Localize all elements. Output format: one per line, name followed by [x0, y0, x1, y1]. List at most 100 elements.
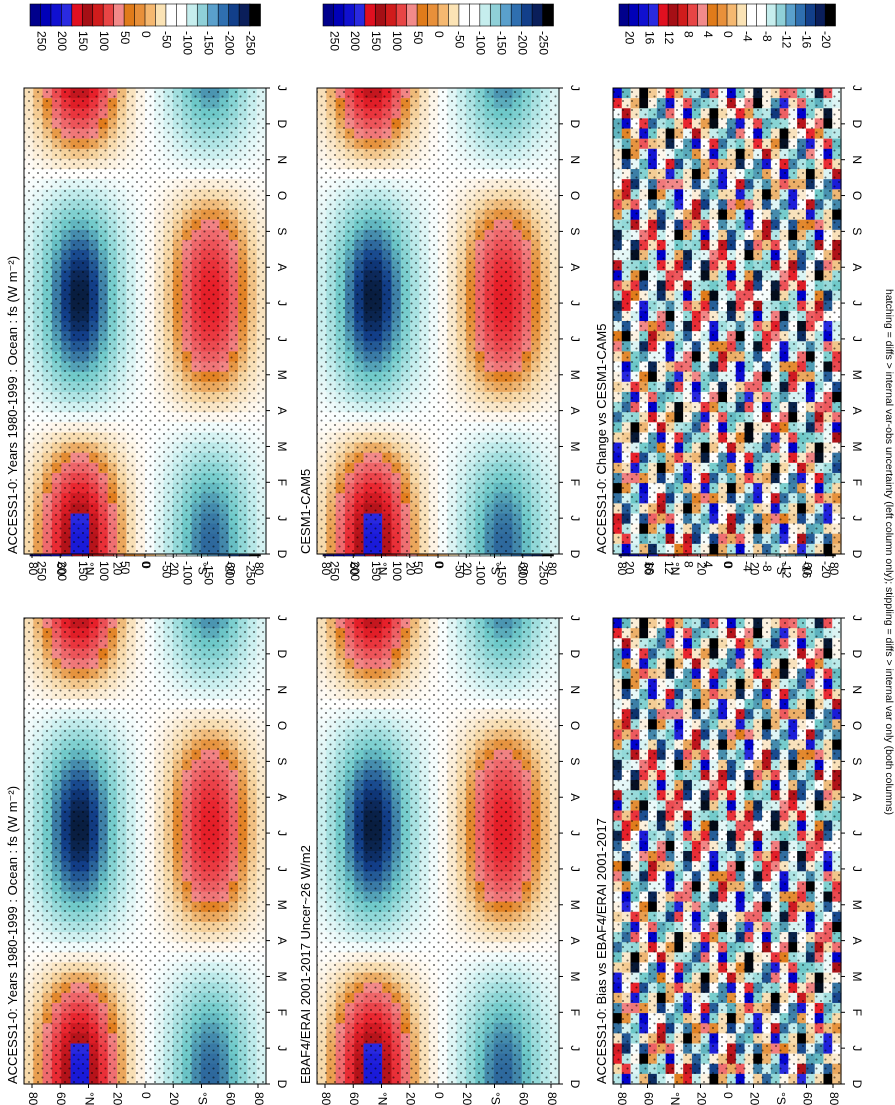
- lat-tick-label: °S: [488, 1092, 502, 1105]
- month-tick-label: M: [275, 972, 289, 982]
- month-tick-label: O: [275, 721, 289, 730]
- month-tick-label: M: [275, 370, 289, 380]
- lat-tick-label: 20: [111, 562, 125, 576]
- lat-tick-label: 60: [54, 1092, 68, 1105]
- colorbar-swatch: [123, 3, 136, 27]
- colorbar-swatch: [71, 3, 84, 27]
- month-tick-label: M: [275, 900, 289, 910]
- colorbar-tick-label: 250: [327, 561, 341, 581]
- month-tick-label: N: [568, 685, 582, 694]
- colorbar-tick-label: 50: [411, 561, 425, 575]
- lat-tick-label: 80: [319, 1092, 333, 1105]
- lat-tick-label: °S: [195, 1092, 209, 1105]
- colorbar-top-right: 250 200 150 100 50 0 -50 -100 -150 -200 -250: [29, 3, 261, 55]
- month-tick-label: D: [275, 119, 289, 128]
- colorbar-swatch: [228, 3, 240, 27]
- colorbar-tick-label: -150: [202, 561, 216, 585]
- month-tick-label: F: [568, 1009, 582, 1016]
- colorbar-swatch: [113, 3, 125, 27]
- colorbar-tick-label: 100: [97, 561, 111, 581]
- colorbar-swatch: [40, 3, 52, 27]
- month-tick-label: D: [275, 1080, 289, 1089]
- colorbar-tick-label: -150: [202, 31, 216, 55]
- lat-tick-label: 60: [347, 1092, 361, 1105]
- month-tick-label: J: [275, 830, 289, 836]
- month-tick-label: J: [275, 336, 289, 342]
- lat-tick-label: 20: [404, 1092, 418, 1105]
- colorbar-tick-label: -200: [222, 561, 236, 585]
- month-tick-label: J: [275, 85, 289, 91]
- colorbar-tick-label: 0: [139, 561, 153, 568]
- colorbar-tick-label: -150: [495, 561, 509, 585]
- month-tick-label: O: [568, 721, 582, 730]
- lat-tick-label: 60: [517, 1092, 531, 1105]
- colorbar-swatch: [238, 3, 251, 27]
- colorbar-tick-label: 0: [432, 561, 446, 568]
- lat-tick-label: °S: [195, 562, 209, 575]
- lat-tick-label: 20: [460, 1092, 474, 1105]
- colorbar-tick-label: -50: [160, 561, 174, 579]
- month-tick-label: J: [568, 1045, 582, 1051]
- colorbar-tick-label: -100: [181, 31, 195, 55]
- panel-title: EBAF4/ERAI 2001-2017 Uncer~26 W/m2: [298, 845, 313, 1084]
- lat-tick-label: °N: [82, 1092, 96, 1105]
- colorbar-swatch: [155, 3, 167, 27]
- lat-tick-label: 80: [26, 1092, 40, 1105]
- month-tick-label: A: [275, 263, 289, 271]
- colorbar-swatch: [186, 3, 199, 27]
- lat-tick-label: °N: [82, 562, 96, 575]
- stippling-overlay: [24, 618, 266, 1084]
- lat-tick-label: 0: [139, 1092, 153, 1099]
- colorbar-swatch: [165, 3, 178, 27]
- lat-tick-label: 80: [545, 1092, 559, 1105]
- month-tick-label: O: [275, 191, 289, 200]
- month-tick-label: J: [568, 615, 582, 621]
- lat-tick-label: 20: [111, 1092, 125, 1105]
- month-tick-label: N: [275, 685, 289, 694]
- lat-tick-label: °N: [375, 1092, 389, 1105]
- month-tick-label: M: [275, 442, 289, 452]
- colorbar-tick-label: -100: [474, 561, 488, 585]
- month-tick-label: D: [275, 649, 289, 658]
- stippling-overlay: [24, 88, 266, 554]
- colorbar-tick-label: 100: [97, 31, 111, 51]
- month-tick-label: D: [568, 1080, 582, 1089]
- colorbar-swatch: [196, 3, 209, 27]
- colorbar-swatch: [134, 3, 146, 27]
- colorbar-tick-label: -250: [243, 561, 257, 585]
- colorbar-tick-label: 150: [76, 561, 90, 581]
- lat-tick-label: 60: [54, 562, 68, 576]
- month-tick-label: M: [568, 900, 582, 910]
- colorbar-swatch: [92, 3, 104, 27]
- colorbar-swatch: [207, 3, 219, 27]
- colorbar-tick-label: 150: [369, 561, 383, 581]
- month-tick-label: J: [275, 615, 289, 621]
- lat-tick-label: 0: [432, 1092, 446, 1099]
- colorbar-swatch: [217, 3, 230, 27]
- month-tick-label: J: [568, 830, 582, 836]
- colorbar-swatch: [50, 3, 63, 27]
- colorbar-tick-label: 200: [55, 31, 69, 51]
- month-tick-label: M: [568, 972, 582, 982]
- month-tick-label: F: [275, 479, 289, 486]
- lat-tick-label: 60: [224, 1092, 238, 1105]
- lat-tick-label: 60: [224, 562, 238, 576]
- colorbar-tick-label: 200: [348, 561, 362, 581]
- month-tick-label: J: [275, 300, 289, 306]
- panel-title: ACCESS1-0: Years 1980-1999 : Ocean : fs …: [5, 786, 20, 1084]
- colorbar-swatch: [61, 3, 73, 27]
- month-tick-label: A: [568, 937, 582, 945]
- month-tick-label: S: [275, 757, 289, 765]
- colorbar-swatch: [102, 3, 115, 27]
- month-tick-label: A: [275, 937, 289, 945]
- month-tick-label: J: [275, 866, 289, 872]
- month-tick-label: A: [568, 793, 582, 801]
- colorbar-tick-label: -250: [243, 31, 257, 55]
- colorbar-tick-label: -200: [515, 561, 529, 585]
- panel-title: ACCESS1-0: Years 1980-1999 : Ocean : fs …: [5, 256, 20, 554]
